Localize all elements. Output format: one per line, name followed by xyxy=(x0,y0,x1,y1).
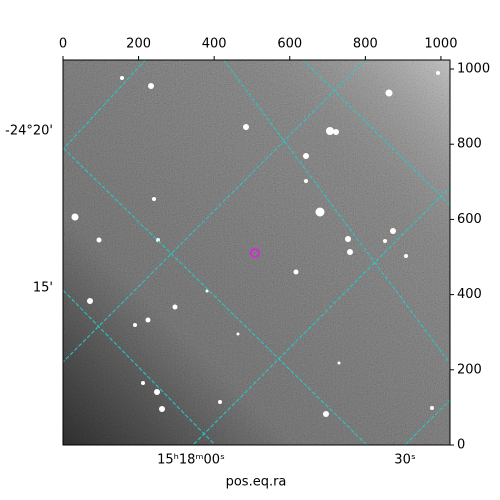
x-axis-label: pos.eq.ra xyxy=(226,475,287,490)
x-tick-label: 800 xyxy=(353,37,378,52)
y-tick-label: 800 xyxy=(457,137,482,152)
ra-tick-label: 30ˢ xyxy=(394,453,416,468)
y-tick-label: 600 xyxy=(457,212,482,227)
image-shade xyxy=(63,60,450,445)
x-tick-label: 1000 xyxy=(424,37,457,52)
y-tick-label: 200 xyxy=(457,362,482,377)
stars xyxy=(71,71,440,417)
dec-tick-label: 15' xyxy=(33,281,53,296)
dec-tick-label: -24°20' xyxy=(5,124,53,139)
x-tick-label: 600 xyxy=(277,37,302,52)
y-tick-label: 0 xyxy=(457,438,465,453)
y-tick-label: 1000 xyxy=(457,62,490,77)
sky-image xyxy=(63,60,450,445)
axes-frame xyxy=(62,59,451,446)
x-tick-label: 400 xyxy=(202,37,227,52)
x-tick-label: 0 xyxy=(59,37,67,52)
coordinate-grid xyxy=(63,60,450,445)
x-tick-label: 200 xyxy=(126,37,151,52)
y-tick-label: 400 xyxy=(457,287,482,302)
target-marker xyxy=(250,248,260,258)
ra-tick-label: 15ʰ18ᵐ00ˢ xyxy=(157,453,225,468)
